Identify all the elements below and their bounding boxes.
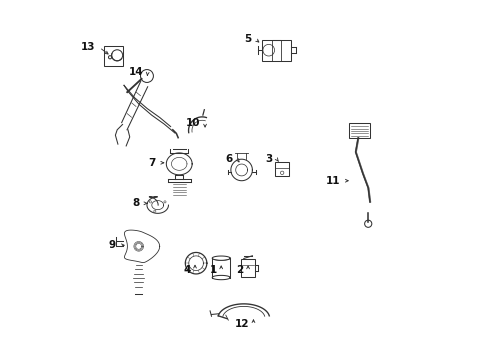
Bar [275,162,288,176]
Text: 13: 13 [81,42,95,52]
Text: 14: 14 [128,67,143,77]
Text: 6: 6 [225,154,233,164]
Text: 1: 1 [209,265,217,275]
Text: 12: 12 [234,319,249,329]
Text: 10: 10 [186,118,201,128]
Bar [103,46,123,66]
Bar [241,258,255,277]
Text: 8: 8 [132,198,140,208]
Text: 5: 5 [243,34,250,44]
Text: 2: 2 [236,265,244,275]
Text: 4: 4 [183,265,190,275]
Text: 9: 9 [108,240,115,250]
Text: 11: 11 [325,176,339,186]
Text: 7: 7 [148,158,156,168]
Bar [348,123,369,138]
Text: 3: 3 [264,154,272,164]
Bar [262,40,290,60]
